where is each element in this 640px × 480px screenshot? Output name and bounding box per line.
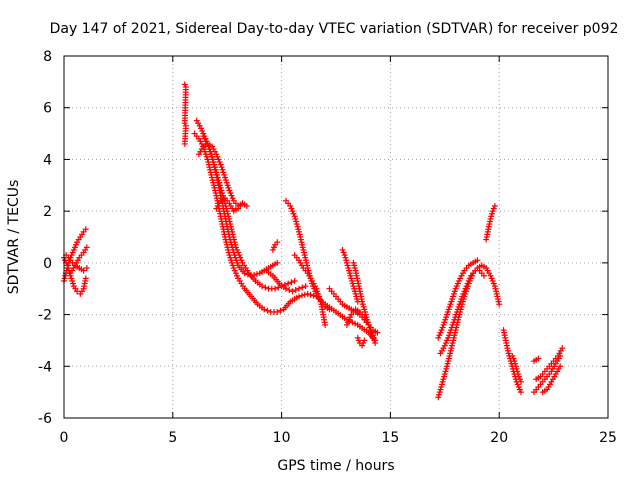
data-point (274, 239, 281, 246)
y-tick-label: -4 (38, 359, 52, 375)
data-point (307, 291, 314, 298)
y-tick-label: -2 (38, 308, 52, 324)
series-arc-7b (533, 345, 566, 383)
data-point (274, 308, 281, 315)
series-arc-2d (200, 133, 281, 279)
series-arc-2e (213, 195, 250, 215)
data-point (282, 285, 289, 292)
series-arc-3d (291, 252, 329, 328)
series-arc-5c (435, 257, 481, 341)
data-point (286, 287, 293, 294)
data-point (277, 307, 284, 314)
data-point (361, 337, 368, 344)
series-arc-4d (350, 259, 379, 347)
data-point (299, 284, 306, 291)
x-tick-label: 0 (60, 430, 69, 446)
data-point (288, 279, 295, 286)
data-point (474, 257, 481, 264)
axis-ticks: 0 5 10 15 20 25 -6 -4 -2 0 2 4 6 8 (38, 49, 617, 446)
data-point (181, 140, 188, 147)
x-tick-label: 20 (490, 430, 508, 446)
data-point (241, 270, 248, 277)
data-point (491, 202, 498, 209)
data-point (248, 272, 255, 279)
x-tick-label: 15 (381, 430, 399, 446)
x-tick-label: 25 (599, 430, 617, 446)
data-point (251, 271, 258, 278)
data-point (274, 259, 281, 266)
series-arc-2a (191, 130, 379, 344)
data-point (374, 329, 381, 336)
series-arc-7d (539, 363, 564, 396)
data-points (61, 81, 566, 401)
data-point (289, 288, 296, 295)
y-tick-label: 0 (43, 256, 52, 272)
x-tick-label: 10 (273, 430, 291, 446)
data-point (480, 272, 487, 279)
data-point (352, 320, 359, 327)
y-tick-label: -6 (38, 411, 52, 427)
data-point (272, 285, 279, 292)
series-arc-7a (531, 352, 564, 396)
y-axis-label: SDTVAR / TECUs (6, 180, 22, 295)
y-tick-label: 6 (43, 101, 52, 117)
data-point (82, 275, 89, 282)
x-axis-label: GPS time / hours (277, 458, 394, 474)
data-point (304, 290, 311, 297)
data-point (243, 202, 250, 209)
data-point (264, 307, 271, 314)
data-point (372, 340, 379, 347)
data-point (244, 271, 251, 278)
x-tick-label: 5 (168, 430, 177, 446)
data-point (259, 283, 266, 290)
series-arc-3c (263, 267, 309, 295)
data-point (326, 306, 333, 313)
data-point (559, 345, 566, 352)
data-point (285, 280, 292, 287)
plot-frame (63, 55, 609, 419)
series-spike (181, 81, 189, 147)
data-point (496, 301, 503, 308)
y-tick-label: 2 (43, 204, 52, 220)
data-point (517, 378, 524, 385)
data-point (296, 293, 303, 300)
data-point (83, 265, 90, 272)
data-point (322, 321, 329, 328)
data-point (301, 291, 308, 298)
data-point (291, 277, 298, 284)
data-point (82, 226, 89, 233)
series-arc-4e (354, 334, 368, 349)
data-point (261, 306, 268, 313)
series-arc-3a (269, 239, 281, 253)
y-tick-label: 8 (43, 49, 52, 65)
grid (64, 56, 608, 418)
data-point (253, 271, 260, 278)
series-arc-7c (531, 355, 542, 365)
data-point (296, 285, 303, 292)
data-point (275, 284, 282, 291)
series-arc-4b (339, 246, 361, 305)
series-arc-5b (437, 267, 487, 357)
data-point (535, 355, 542, 362)
series-arc-6b (509, 352, 524, 385)
series-arc-1d (63, 252, 90, 274)
data-point (302, 283, 309, 290)
data-point (298, 292, 305, 299)
data-point (80, 267, 87, 274)
data-point (292, 287, 299, 294)
series-arc-5d (483, 202, 498, 243)
data-point (517, 389, 524, 396)
chart-title: Day 147 of 2021, Sidereal Day-to-day VTE… (50, 21, 619, 37)
data-point (262, 284, 269, 291)
data-point (557, 363, 564, 370)
data-point (83, 244, 90, 251)
y-tick-label: 4 (43, 152, 52, 168)
